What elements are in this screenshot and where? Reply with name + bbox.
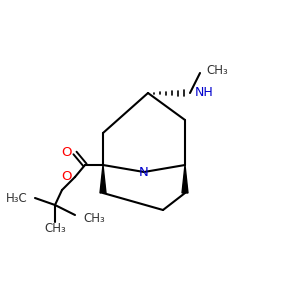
Text: NH: NH	[195, 86, 214, 100]
Text: CH₃: CH₃	[83, 212, 105, 226]
Text: CH₃: CH₃	[206, 64, 228, 77]
Text: H₃C: H₃C	[6, 191, 28, 205]
Text: CH₃: CH₃	[44, 221, 66, 235]
Text: O: O	[62, 146, 72, 158]
Text: N: N	[139, 166, 149, 178]
Polygon shape	[182, 165, 188, 193]
Polygon shape	[100, 165, 106, 193]
Text: O: O	[62, 170, 72, 184]
